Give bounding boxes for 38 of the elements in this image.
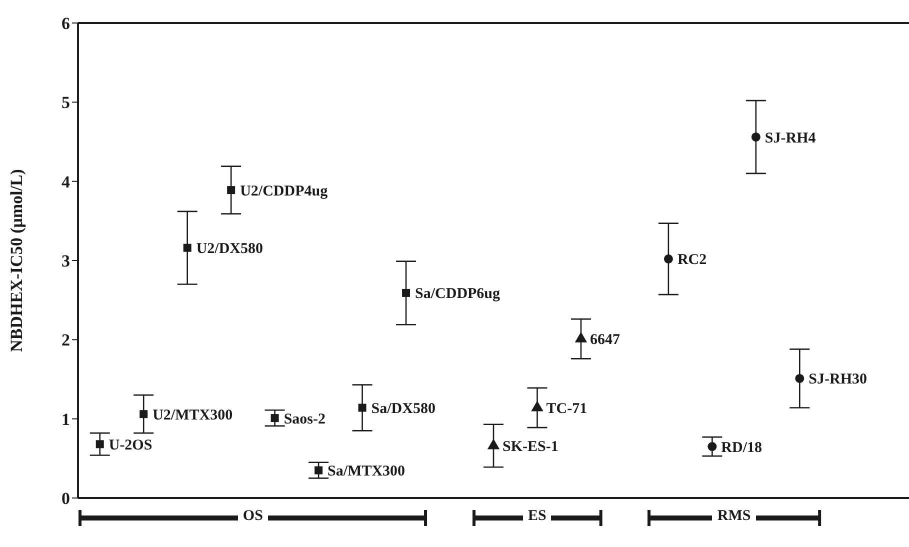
series-label: SJ-RH4 [764, 130, 816, 146]
series-label: U2/DX580 [196, 241, 264, 258]
point [227, 186, 236, 194]
point [402, 288, 410, 297]
y-tick-label: 5 [62, 93, 70, 112]
point [358, 404, 366, 412]
y-tick-label: 1 [62, 410, 70, 429]
y-tick-label: 4 [62, 172, 70, 192]
point [708, 442, 717, 452]
point [751, 132, 760, 142]
y-tick-label: 3 [62, 252, 70, 271]
series-label: U2/MTX300 [152, 407, 233, 424]
series-label: Saos-2 [284, 411, 326, 428]
series-label: Sa/DX580 [371, 401, 436, 417]
point [270, 414, 279, 422]
series-label: RC2 [677, 252, 707, 268]
point [314, 466, 323, 474]
point [795, 374, 804, 383]
point [664, 254, 673, 264]
series-label: RD/18 [721, 440, 762, 456]
y-tick-label: 0 [62, 489, 70, 508]
series-label: TC-71 [546, 401, 588, 417]
series-label: U2/CDDP4ug [240, 183, 328, 200]
text: ES [523, 508, 552, 524]
series-label: SJ-RH30 [808, 372, 867, 388]
series-label: Sa/CDDP6ug [415, 286, 501, 302]
y-tick-label: 6 [62, 14, 70, 34]
text: OS [238, 508, 268, 524]
point [96, 440, 104, 448]
series-label: Sa/MTX300 [328, 464, 406, 480]
series-label: U-2OS [108, 437, 152, 454]
text: RMS [712, 508, 756, 524]
y-tick-label: 2 [62, 330, 70, 350]
series-label: SK-ES-1 [502, 439, 558, 455]
point [140, 410, 148, 418]
point [183, 244, 192, 252]
y-axis-title: NBDHEX-IC50 (μmol/L) [7, 169, 26, 352]
series-label: 6647 [590, 332, 620, 348]
